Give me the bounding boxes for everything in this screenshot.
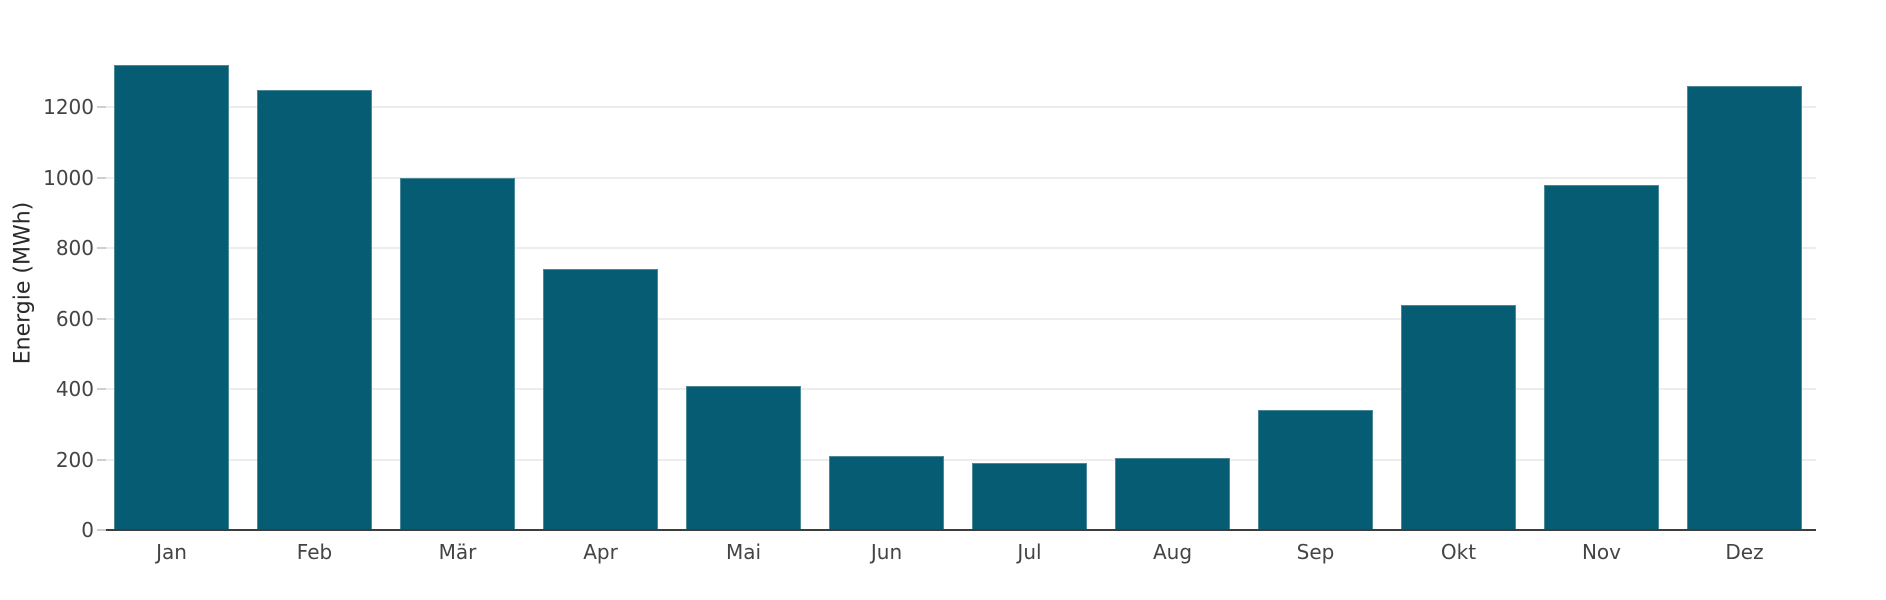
x-tick-label-Mai: Mai	[725, 540, 762, 564]
bar-Dez	[1687, 86, 1802, 530]
x-tick-label-Mär: Mär	[438, 540, 477, 564]
bar-Mai	[686, 385, 801, 530]
bar-Sep	[1258, 410, 1373, 530]
bar-Apr	[543, 269, 658, 530]
x-tick-label-Dez: Dez	[1725, 540, 1764, 564]
y-tick-mark-1000	[97, 176, 106, 179]
gridline-y-1000	[100, 176, 1816, 179]
y-tick-label-800: 800	[55, 236, 94, 261]
plot-area	[100, 37, 1816, 530]
bar-Feb	[257, 89, 372, 530]
y-axis-title: Energie (MWh)	[10, 201, 36, 365]
gridline-y-400	[100, 388, 1816, 391]
y-tick-label-0: 0	[81, 518, 94, 542]
gridline-y-600	[100, 317, 1816, 320]
x-tick-label-Jan: Jan	[156, 540, 187, 564]
gridline-y-800	[100, 247, 1816, 250]
y-tick-mark-400	[97, 388, 106, 391]
x-tick-label-Aug: Aug	[1152, 540, 1193, 564]
x-tick-label-Sep: Sep	[1296, 540, 1335, 564]
y-tick-label-200: 200	[55, 447, 94, 472]
x-tick-label-Nov: Nov	[1581, 540, 1622, 564]
x-tick-label-Jul: Jul	[1017, 540, 1042, 564]
y-tick-label-1000: 1000	[43, 165, 94, 190]
y-tick-mark-600	[97, 317, 106, 320]
x-tick-label-Feb: Feb	[296, 540, 333, 564]
y-tick-label-400: 400	[55, 377, 94, 402]
x-tick-label-Jun: Jun	[870, 540, 903, 564]
bar-Okt	[1401, 304, 1516, 530]
y-tick-mark-1200	[97, 106, 106, 109]
bar-Jan	[114, 65, 229, 530]
x-tick-label-Okt: Okt	[1440, 540, 1477, 564]
x-axis-line	[100, 529, 1816, 531]
bar-Mär	[400, 177, 515, 530]
y-tick-mark-0	[97, 529, 106, 531]
bar-Aug	[1115, 457, 1230, 530]
y-tick-label-1200: 1200	[43, 95, 94, 120]
gridline-y-1200	[100, 106, 1816, 109]
bar-Jun	[829, 456, 944, 530]
bar-Nov	[1544, 184, 1659, 530]
y-tick-label-600: 600	[55, 306, 94, 331]
gridline-y-200	[100, 458, 1816, 461]
y-tick-mark-800	[97, 247, 106, 250]
bar-Jul	[972, 463, 1087, 530]
y-tick-mark-200	[97, 458, 106, 461]
x-tick-label-Apr: Apr	[583, 540, 618, 564]
